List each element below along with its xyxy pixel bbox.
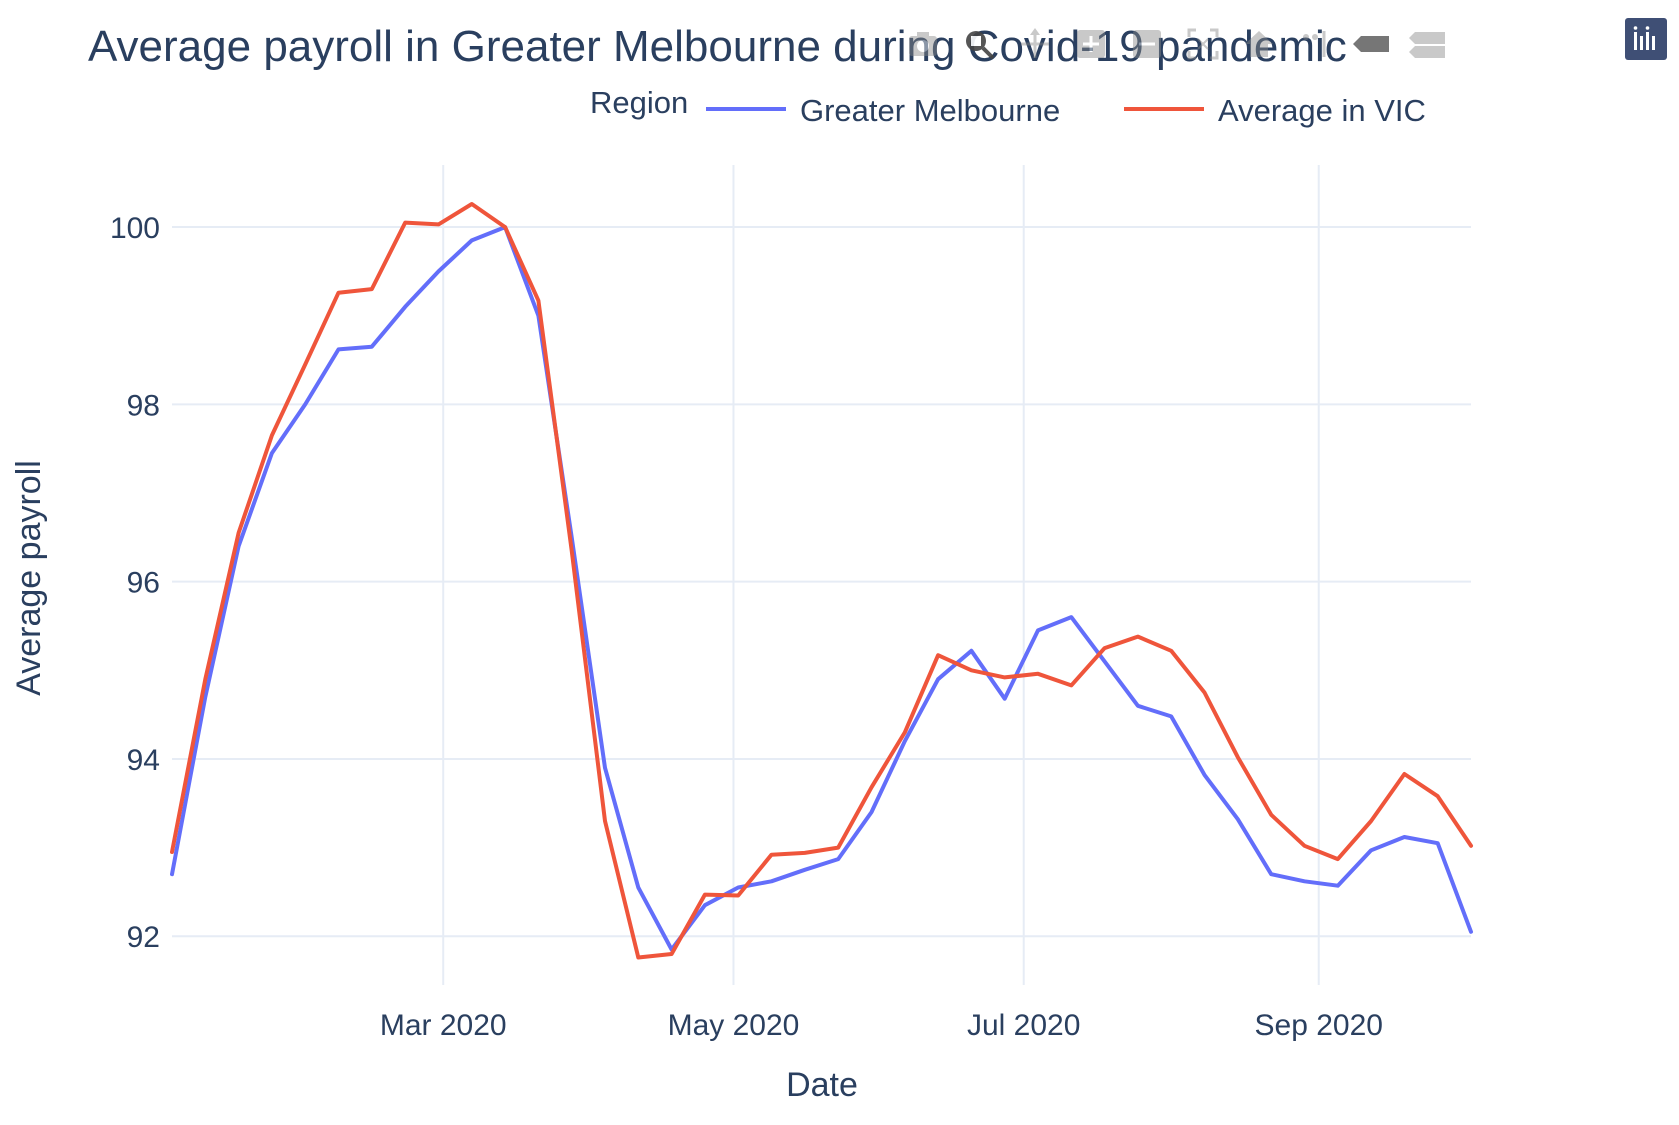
series-group — [170, 202, 1473, 960]
y-tick-label: 94 — [127, 744, 160, 777]
x-tick-label: Sep 2020 — [1255, 1009, 1383, 1042]
y-tick-label: 100 — [110, 212, 160, 245]
hover-closest-icon[interactable] — [1343, 16, 1399, 72]
y-tick-label: 98 — [127, 389, 160, 422]
x-tick-label: Jul 2020 — [967, 1009, 1080, 1042]
y-tick-label: 92 — [127, 921, 160, 954]
zoom-icon[interactable] — [951, 16, 1007, 72]
reset-axes-icon[interactable] — [1231, 16, 1287, 72]
zoom-out-icon[interactable] — [1119, 16, 1175, 72]
chart-title: Average payroll in Greater Melbourne dur… — [88, 22, 1347, 71]
series-line-greater-melbourne[interactable] — [170, 225, 1473, 952]
legend-item-greater-melbourne[interactable]: Greater Melbourne — [706, 93, 1060, 128]
x-tick-label: May 2020 — [668, 1009, 800, 1042]
spike-lines-icon[interactable] — [1287, 16, 1343, 72]
x-axis-title: Date — [786, 1066, 858, 1104]
hover-compare-icon[interactable] — [1399, 16, 1455, 72]
y-axis-title: Average payroll — [10, 460, 48, 696]
series-line-average-in-vic[interactable] — [170, 202, 1473, 960]
y-tick-label: 96 — [127, 567, 160, 600]
legend-label-average-in-vic: Average in VIC — [1218, 93, 1426, 128]
legend-item-average-in-vic[interactable]: Average in VIC — [1124, 93, 1426, 128]
modebar — [895, 14, 1455, 74]
x-tick-label: Mar 2020 — [380, 1009, 507, 1042]
x-axis-ticks: Mar 2020 May 2020 Jul 2020 Sep 2020 — [380, 1009, 1383, 1042]
plotly-logo-icon[interactable] — [1625, 18, 1667, 60]
autoscale-icon[interactable] — [1175, 16, 1231, 72]
zoom-in-icon[interactable] — [1063, 16, 1119, 72]
camera-icon[interactable] — [895, 16, 951, 72]
legend: Region Greater Melbourne Average in VIC — [590, 85, 1426, 128]
legend-title: Region — [590, 85, 688, 120]
y-axis-ticks: 92 94 96 98 100 — [110, 212, 160, 954]
grid — [172, 165, 1471, 985]
legend-label-greater-melbourne: Greater Melbourne — [800, 93, 1060, 128]
pan-icon[interactable] — [1007, 16, 1063, 72]
